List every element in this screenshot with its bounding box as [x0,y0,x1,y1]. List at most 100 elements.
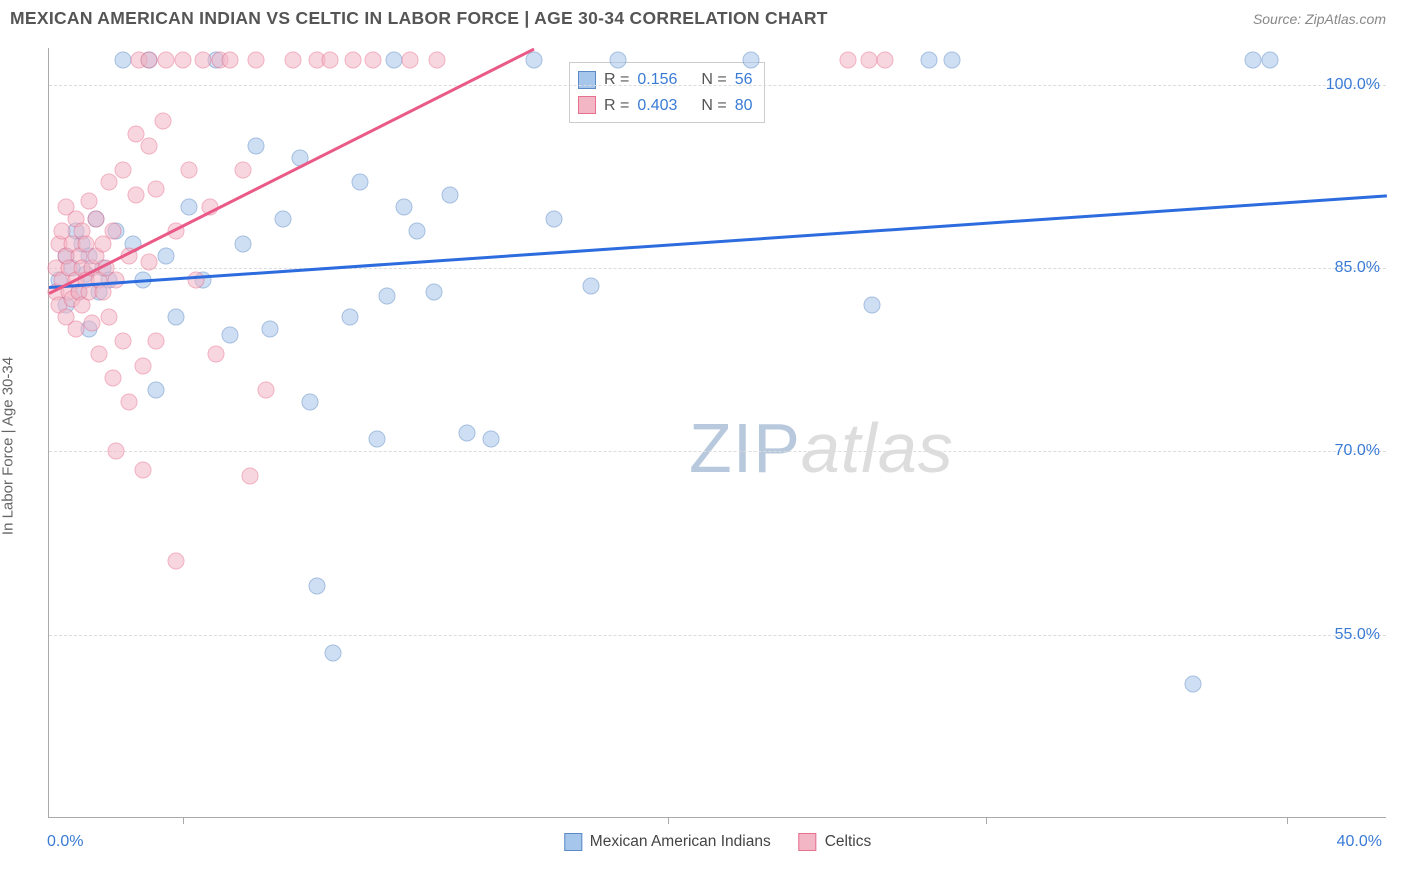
y-tick-label: 85.0% [1335,259,1380,277]
data-point [408,223,425,240]
x-tick [986,817,988,824]
legend-bottom: Mexican American Indians Celtics [564,833,871,851]
data-point [285,52,302,69]
data-point [860,52,877,69]
data-point [114,52,131,69]
data-point [248,52,265,69]
data-point [368,431,385,448]
legend-r-value: 0.156 [637,67,693,93]
data-point [425,284,442,301]
data-point [743,52,760,69]
data-point [482,431,499,448]
data-point [81,192,98,209]
legend-r-label: R = [604,93,629,119]
legend-r-label: R = [604,67,629,93]
x-tick [1287,817,1289,824]
x-axis-max-label: 40.0% [1337,833,1382,851]
data-point [235,235,252,252]
chart-header: MEXICAN AMERICAN INDIAN VS CELTIC IN LAB… [0,0,1406,33]
data-point [168,553,185,570]
data-point [526,52,543,69]
legend-inset-row: R = 0.403 N = 80 [578,93,752,119]
legend-inset: R =0.156N =56R =0.403N =80 [569,62,765,123]
data-point [261,321,278,338]
data-point [235,162,252,179]
data-point [321,52,338,69]
data-point [609,52,626,69]
data-point [459,425,476,442]
y-tick-label: 55.0% [1335,626,1380,644]
data-point [181,198,198,215]
data-point [258,382,275,399]
data-point [114,333,131,350]
legend-n-label: N = [701,93,726,119]
data-point [104,223,121,240]
data-point [402,52,419,69]
data-point [840,52,857,69]
data-point [194,52,211,69]
x-tick [668,817,670,824]
data-point [168,308,185,325]
data-point [325,645,342,662]
data-point [1184,675,1201,692]
watermark-zip: ZIP [689,409,801,487]
watermark-atlas: atlas [801,409,954,487]
gridline [49,635,1386,636]
legend-series-label: Mexican American Indians [590,833,771,851]
y-tick-label: 100.0% [1326,76,1380,94]
legend-r-value: 0.403 [637,93,693,119]
data-point [148,180,165,197]
legend-bottom-item: Celtics [799,833,872,851]
data-point [365,52,382,69]
data-point [308,577,325,594]
legend-swatch [799,833,817,851]
data-point [148,333,165,350]
x-axis-min-label: 0.0% [47,833,83,851]
data-point [107,443,124,460]
data-point [920,52,937,69]
legend-n-label: N = [701,67,726,93]
data-point [546,211,563,228]
data-point [275,211,292,228]
data-point [378,288,395,305]
data-point [221,52,238,69]
y-axis-label: In Labor Force | Age 30-34 [0,357,17,535]
data-point [221,327,238,344]
watermark: ZIPatlas [689,408,954,488]
data-point [442,186,459,203]
data-point [67,321,84,338]
data-point [352,174,369,191]
data-point [188,272,205,289]
data-point [121,394,138,411]
data-point [241,467,258,484]
data-point [84,315,101,332]
data-point [429,52,446,69]
legend-n-value: 80 [735,93,753,119]
data-point [87,211,104,228]
data-point [345,52,362,69]
data-point [141,137,158,154]
data-point [158,247,175,264]
data-point [342,308,359,325]
data-point [395,198,412,215]
data-point [134,461,151,478]
scatter-chart: 0.0% 40.0% ZIPatlas R =0.156N =56R =0.40… [48,48,1386,818]
data-point [158,52,175,69]
data-point [877,52,894,69]
data-point [385,52,402,69]
legend-swatch [578,96,596,114]
data-point [863,296,880,313]
data-point [134,357,151,374]
data-point [114,162,131,179]
data-point [94,284,111,301]
data-point [208,345,225,362]
data-point [181,162,198,179]
chart-source: Source: ZipAtlas.com [1253,11,1386,27]
data-point [1261,52,1278,69]
data-point [174,52,191,69]
data-point [582,278,599,295]
y-tick-label: 70.0% [1335,442,1380,460]
data-point [104,370,121,387]
data-point [141,253,158,270]
legend-inset-row: R =0.156N =56 [578,67,752,93]
